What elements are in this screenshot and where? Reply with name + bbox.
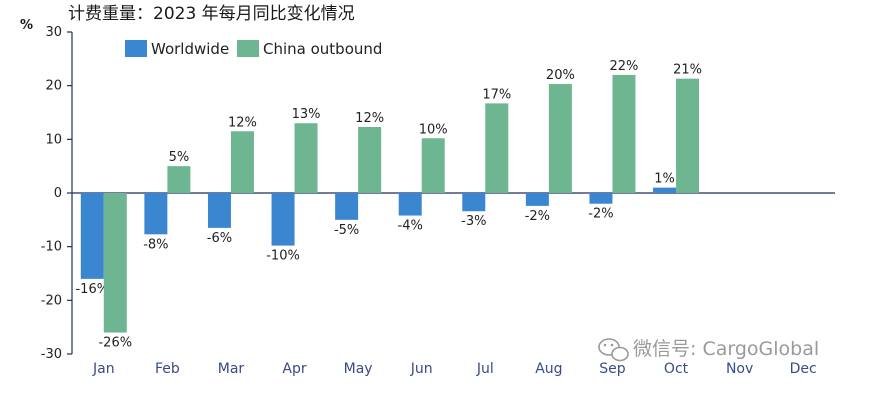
china-outbound-data-label: -26% xyxy=(98,336,132,351)
worldwide-bar xyxy=(144,193,168,235)
legend-label: China outbound xyxy=(263,40,382,58)
china-outbound-data-label: 12% xyxy=(228,115,257,130)
china-outbound-bar xyxy=(294,123,318,193)
china-outbound-bar xyxy=(485,103,509,193)
wechat-icon xyxy=(598,338,629,362)
x-tick-label: Sep xyxy=(599,361,626,377)
legend-swatch xyxy=(125,40,147,57)
watermark: 微信号: CargoGlobal xyxy=(598,338,819,362)
x-tick-label: Jan xyxy=(92,361,115,377)
china-outbound-bar xyxy=(358,126,382,193)
china-outbound-bar xyxy=(676,78,700,193)
y-tick-label: -10 xyxy=(41,240,62,255)
china-outbound-data-label: 12% xyxy=(355,111,384,126)
china-outbound-data-label: 22% xyxy=(610,59,639,74)
x-tick-label: Mar xyxy=(218,361,245,377)
china-outbound-data-label: 10% xyxy=(419,122,448,137)
x-tick-label: Aug xyxy=(535,361,562,377)
legend: Worldwide China outbound xyxy=(125,40,382,58)
y-tick-label: -30 xyxy=(41,347,62,362)
china-outbound-data-label: 5% xyxy=(169,150,190,165)
china-outbound-bar xyxy=(421,138,445,193)
china-outbound-data-label: 21% xyxy=(673,63,702,78)
y-tick-label: -20 xyxy=(41,293,62,308)
worldwide-data-label: -3% xyxy=(461,214,486,229)
x-tick-label: Apr xyxy=(282,361,306,377)
x-tick-label: May xyxy=(344,361,373,377)
china-outbound-data-label: 20% xyxy=(546,68,575,83)
china-outbound-bar xyxy=(103,193,127,333)
worldwide-bar xyxy=(525,193,549,206)
worldwide-data-label: -16% xyxy=(75,282,109,297)
x-tick-label: Dec xyxy=(790,361,817,377)
worldwide-bar xyxy=(398,193,422,216)
worldwide-data-label: -8% xyxy=(143,237,168,252)
x-tick-label: Jul xyxy=(476,361,494,377)
worldwide-bar xyxy=(462,193,486,212)
china-outbound-bar xyxy=(167,166,191,193)
worldwide-data-label: -4% xyxy=(398,219,423,234)
china-outbound-bar xyxy=(230,131,254,193)
worldwide-bar xyxy=(653,187,677,193)
x-tick-label: Nov xyxy=(726,361,753,377)
worldwide-bar xyxy=(589,193,613,204)
x-tick-label: Oct xyxy=(664,361,689,377)
china-outbound-bar xyxy=(612,74,636,193)
y-tick-label: 0 xyxy=(54,186,62,201)
worldwide-bar xyxy=(335,193,359,220)
worldwide-data-label: -2% xyxy=(588,207,613,222)
x-tick-label: Feb xyxy=(155,361,180,377)
china-outbound-bar xyxy=(548,84,572,193)
plot-area: -30 -20 -10 0 10 20 30 Jan -16% -26% Feb -8% 5% Mar -6… xyxy=(41,25,835,377)
worldwide-data-label: -6% xyxy=(207,231,232,246)
chart-title: 计费重量：2023 年每月同比变化情况 xyxy=(68,4,355,24)
y-tick-label: 10 xyxy=(45,132,62,147)
y-tick-label: 30 xyxy=(45,25,62,40)
worldwide-bar xyxy=(271,193,295,246)
legend-label: Worldwide xyxy=(151,40,229,58)
worldwide-data-label: -5% xyxy=(334,223,359,238)
worldwide-bar xyxy=(207,193,231,228)
legend-swatch xyxy=(237,40,259,57)
worldwide-data-label: -10% xyxy=(266,249,300,264)
y-tick-label: 20 xyxy=(45,79,62,94)
china-outbound-data-label: 13% xyxy=(292,107,321,122)
watermark-text: 微信号: CargoGlobal xyxy=(633,338,819,360)
worldwide-data-label: -2% xyxy=(525,209,550,224)
y-axis-unit: % xyxy=(20,18,33,33)
worldwide-data-label: 1% xyxy=(654,172,675,187)
china-outbound-data-label: 17% xyxy=(482,87,511,102)
x-tick-label: Jun xyxy=(410,361,433,377)
worldwide-bar xyxy=(80,193,104,279)
